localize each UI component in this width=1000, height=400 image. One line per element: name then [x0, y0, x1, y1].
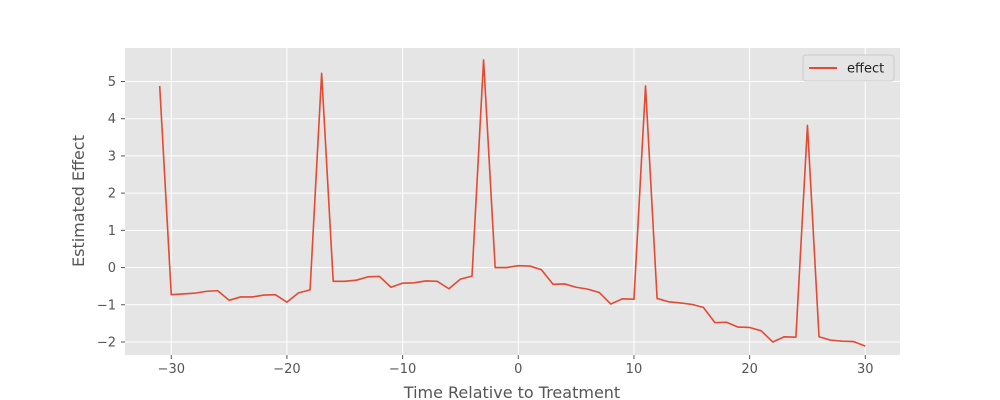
y-tick-label: 1 [108, 224, 116, 239]
y-axis-label: Estimated Effect [69, 135, 88, 267]
y-axis-ticks: −2 −1 0 1 2 3 4 5 [97, 75, 125, 350]
y-tick-label: 3 [108, 149, 116, 164]
x-tick-label: −10 [389, 362, 416, 377]
legend: effect [802, 54, 895, 82]
legend-box [802, 54, 895, 82]
x-tick-label: 0 [514, 362, 522, 377]
plot-area [125, 48, 900, 355]
y-tick-label: −2 [97, 335, 116, 350]
x-axis-label: Time Relative to Treatment [403, 383, 620, 400]
y-tick-label: 4 [108, 112, 116, 127]
x-tick-label: −20 [273, 362, 300, 377]
y-tick-label: 5 [108, 75, 116, 90]
x-axis-ticks: −30 −20 −10 0 10 20 30 [158, 355, 874, 377]
y-tick-label: −1 [97, 298, 116, 313]
legend-label-effect: effect [847, 62, 884, 77]
y-tick-label: 0 [108, 261, 116, 276]
grid-lines [125, 48, 900, 355]
x-tick-label: 10 [626, 362, 643, 377]
x-tick-label: −30 [158, 362, 185, 377]
series-group [158, 59, 866, 347]
x-tick-label: 30 [857, 362, 874, 377]
y-tick-label: 2 [108, 187, 116, 202]
series-line-effect [158, 59, 866, 347]
x-tick-label: 20 [741, 362, 758, 377]
